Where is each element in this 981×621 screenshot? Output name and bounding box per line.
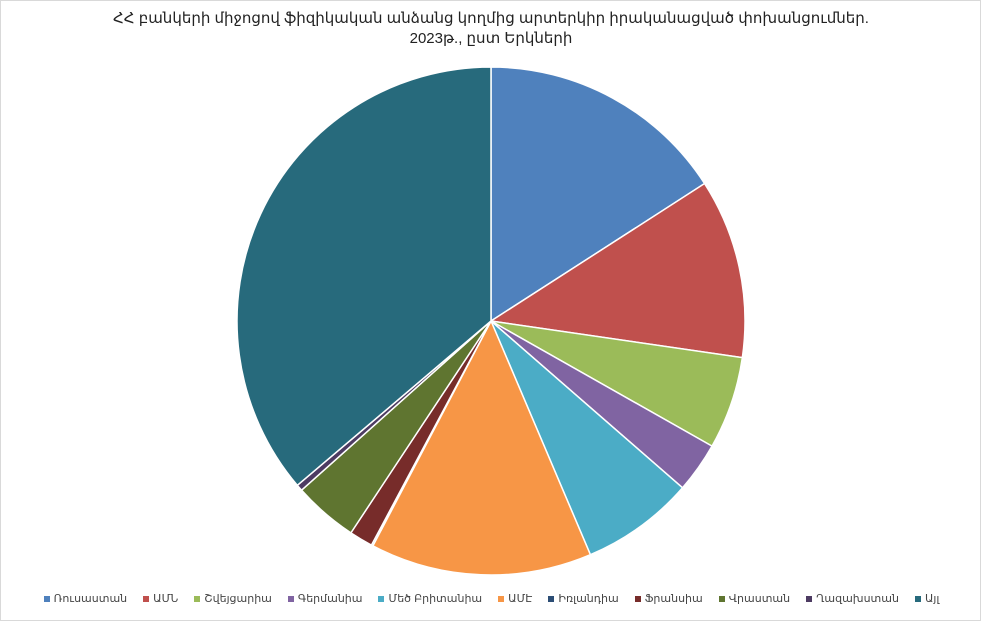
legend-label: Ռուսաստան [53, 593, 128, 605]
legend-item: Գերմանիա [287, 592, 363, 605]
legend-item: ԱՄԷ [498, 592, 532, 605]
legend-item: Այլ [914, 592, 940, 605]
chart-title: ՀՀ բանկերի միջոցով ֆիզիկական անձանց կողմ… [113, 10, 869, 47]
legend-swatch [143, 595, 150, 602]
legend-swatch [914, 595, 921, 602]
legend-item: Վրաստան [718, 592, 791, 605]
pie-slice [371, 319, 592, 576]
legend-swatch [498, 595, 505, 602]
legend-item: Ռուսաստան [43, 592, 128, 605]
legend-swatch [378, 595, 385, 602]
legend-swatch [806, 595, 813, 602]
legend-item: Ֆրանսիա [634, 592, 703, 605]
legend-label: Ֆրանսիա [644, 593, 703, 605]
legend-item: ԱՄՆ [143, 592, 178, 605]
legend-label: Մեծ Բրիտանիա [388, 593, 483, 605]
legend-label: Գերմանիա [297, 593, 363, 605]
legend-swatch [634, 595, 641, 602]
legend-label: Այլ [924, 593, 940, 605]
legend-label: Ղազախստան [816, 593, 899, 605]
legend-swatch [194, 595, 201, 602]
legend-swatch [548, 595, 555, 602]
legend-label: Իռլանդիա [558, 593, 619, 605]
legend-label: Շվեյցարիա [204, 593, 272, 605]
legend-swatch [43, 595, 50, 602]
legend: Ռուսաստան ԱՄՆ Շվեյցարիա Գերմանիա Մեծ Բրիտանի… [1, 592, 981, 605]
legend-label: ԱՄԷ [508, 593, 533, 605]
legend-swatch [718, 595, 725, 602]
legend-label: ԱՄՆ [153, 593, 179, 605]
pie-slice [490, 66, 706, 323]
legend-item: Մեծ Բրիտանիա [378, 592, 482, 605]
legend-swatch [287, 595, 294, 602]
legend-label: Վրաստան [728, 593, 791, 605]
pie-slice [488, 182, 746, 359]
pie-slice [236, 66, 492, 487]
legend-item: Իռլանդիա [548, 592, 619, 605]
legend-item: Ղազախստան [806, 592, 899, 605]
pie-slice [490, 320, 684, 556]
legend-item: Շվեյցարիա [194, 592, 272, 605]
